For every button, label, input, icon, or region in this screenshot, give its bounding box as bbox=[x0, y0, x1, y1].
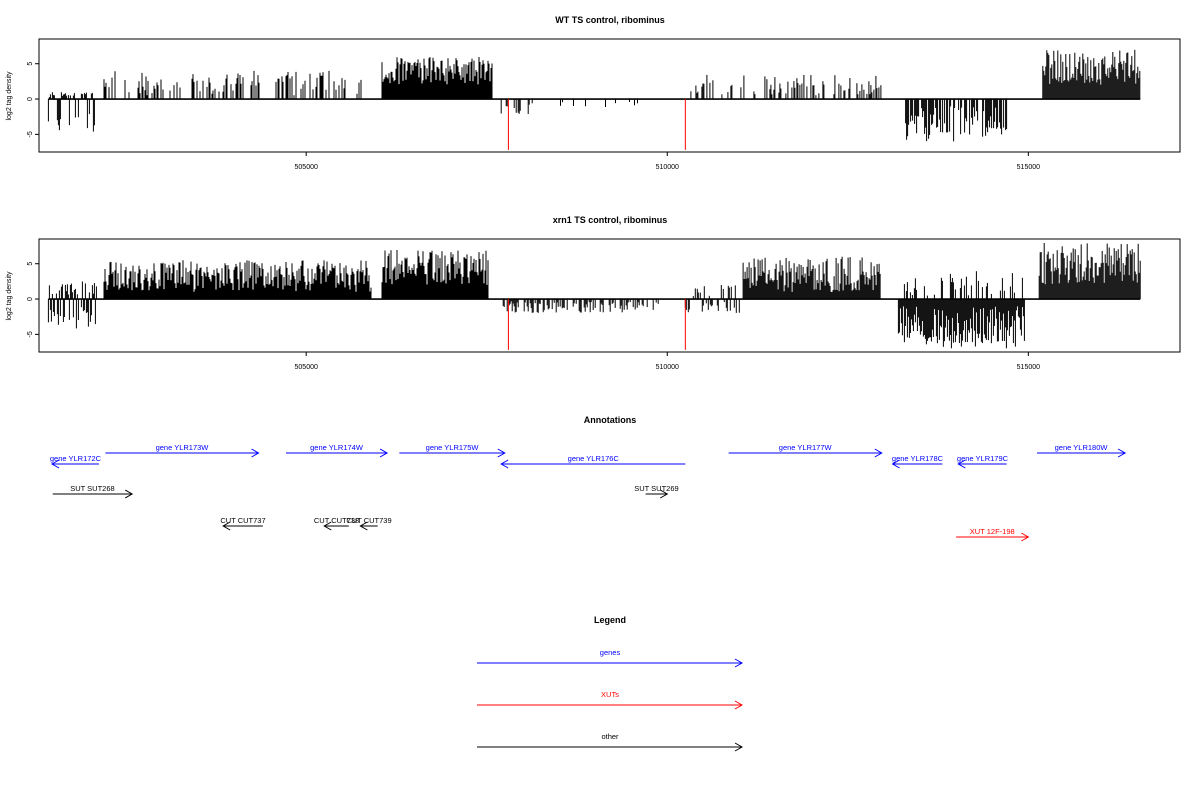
annotation-arrow: gene YLR174W bbox=[285, 443, 389, 458]
xrn1-y-axis: log2 tag density 5 0 -5 bbox=[6, 262, 39, 337]
annotation-arrow: SUT SUT268 bbox=[52, 484, 134, 499]
annotation-arrow: CUT CUT737 bbox=[220, 516, 266, 531]
xrn1-marker-lines bbox=[507, 299, 686, 350]
annotation-label: gene YLR172C bbox=[50, 454, 102, 463]
annotation-arrow: gene YLR178C bbox=[891, 454, 944, 469]
wt-plot-frame bbox=[38, 38, 1181, 153]
annotation-arrow: XUT 12F-198 bbox=[956, 527, 1030, 542]
xrn1-coverage-bars bbox=[47, 243, 1141, 349]
xrn1-coverage-panel: xrn1 TS control, ribominus log2 tag dens… bbox=[6, 215, 1181, 371]
annotation-arrow: gene YLR173W bbox=[105, 443, 260, 458]
legend-label-xut: XUTs bbox=[601, 690, 619, 699]
wt-xtick-label: 505000 bbox=[295, 164, 318, 171]
annotation-label: gene YLR175W bbox=[426, 443, 480, 452]
legend-arrow-gene: genes bbox=[477, 648, 744, 668]
xrn1-ylabel: log2 tag density bbox=[6, 271, 13, 321]
annotation-arrow: gene YLR176C bbox=[500, 454, 686, 469]
legend-arrow-other: other bbox=[477, 732, 744, 752]
annotations-title: Annotations bbox=[584, 415, 637, 425]
legend-label-gene: genes bbox=[600, 648, 621, 657]
annotation-arrow: gene YLR179C bbox=[957, 454, 1009, 469]
annotation-arrow: SUT SUT269 bbox=[634, 484, 679, 499]
xrn1-ytick-label: 5 bbox=[27, 262, 34, 266]
annotation-label: gene YLR179C bbox=[957, 454, 1009, 463]
legend-items: genes XUTs other bbox=[477, 648, 744, 752]
annotation-label: gene YLR178C bbox=[892, 454, 944, 463]
legend-arrow-xut: XUTs bbox=[477, 690, 744, 710]
annotation-label: XUT 12F-198 bbox=[970, 527, 1015, 536]
legend-label-other: other bbox=[601, 732, 619, 741]
legend: Legend genes XUTs other bbox=[477, 615, 744, 752]
wt-ylabel: log2 tag density bbox=[6, 71, 13, 121]
annotation-label: gene YLR180W bbox=[1055, 443, 1109, 452]
wt-xtick-label: 510000 bbox=[656, 164, 679, 171]
annotation-label: CUT CUT738 bbox=[314, 516, 359, 525]
xrn1-ytick-label: 0 bbox=[27, 297, 34, 301]
xrn1-xtick-label: 515000 bbox=[1017, 364, 1040, 371]
wt-xtick-label: 515000 bbox=[1017, 164, 1040, 171]
wt-x-axis: 505000 510000 515000 bbox=[295, 152, 1040, 171]
annotation-arrow: gene YLR175W bbox=[399, 443, 506, 458]
annotation-arrow: gene YLR180W bbox=[1037, 443, 1127, 458]
wt-ytick-label: 5 bbox=[27, 62, 34, 66]
legend-title: Legend bbox=[594, 615, 626, 625]
wt-panel-title: WT TS control, ribominus bbox=[555, 15, 665, 25]
annotation-arrow: CUT CUT739 bbox=[346, 516, 392, 531]
xrn1-plot-frame bbox=[38, 238, 1181, 353]
xrn1-panel-title: xrn1 TS control, ribominus bbox=[553, 215, 668, 225]
annotation-arrow: gene YLR172C bbox=[50, 454, 102, 469]
wt-y-axis: log2 tag density 5 0 -5 bbox=[6, 62, 39, 137]
wt-ytick-label: -5 bbox=[27, 131, 34, 137]
annotation-features: gene YLR172C gene YLR173W gene YLR174W gene… bbox=[50, 443, 1127, 542]
xrn1-xtick-label: 505000 bbox=[295, 364, 318, 371]
xrn1-x-axis: 505000 510000 515000 bbox=[295, 352, 1040, 371]
annotation-label: CUT CUT739 bbox=[346, 516, 391, 525]
wt-ytick-label: 0 bbox=[27, 97, 34, 101]
annotation-label: gene YLR174W bbox=[310, 443, 364, 452]
annotation-arrow: gene YLR177W bbox=[728, 443, 883, 458]
wt-marker-lines bbox=[507, 99, 686, 150]
wt-coverage-panel: WT TS control, ribominus log2 tag densit… bbox=[6, 15, 1181, 171]
annotation-label: CUT CUT737 bbox=[220, 516, 265, 525]
annotation-label: SUT SUT269 bbox=[634, 484, 678, 493]
wt-coverage-bars bbox=[47, 49, 1141, 142]
xrn1-xtick-label: 510000 bbox=[656, 364, 679, 371]
annotation-label: SUT SUT268 bbox=[70, 484, 114, 493]
annotation-arrow: CUT CUT738 bbox=[314, 516, 359, 531]
xrn1-ytick-label: -5 bbox=[27, 331, 34, 337]
annotation-label: gene YLR177W bbox=[779, 443, 833, 452]
annotation-label: gene YLR173W bbox=[156, 443, 210, 452]
annotation-label: gene YLR176C bbox=[568, 454, 620, 463]
